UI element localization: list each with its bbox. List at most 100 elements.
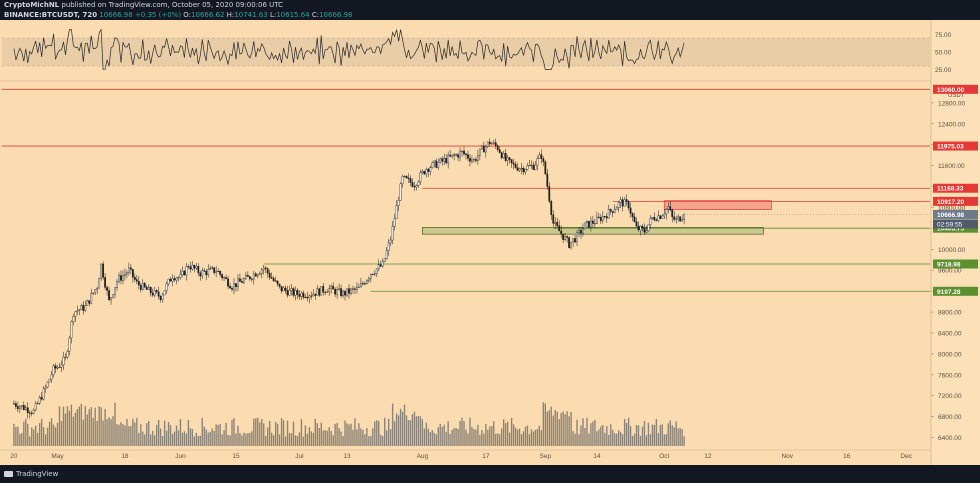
- candle-body: [302, 292, 305, 298]
- candle-body: [78, 309, 81, 311]
- volume-bar: [469, 417, 471, 446]
- candle-body: [112, 294, 114, 298]
- candle-body: [395, 205, 398, 220]
- volume-bar: [485, 423, 487, 446]
- volume-bar: [621, 434, 624, 446]
- volume-bar: [491, 425, 493, 446]
- volume-bar: [328, 427, 330, 446]
- volume-bar: [641, 426, 644, 446]
- candle-body: [568, 237, 571, 248]
- volume-bar: [481, 429, 483, 446]
- candle-body: [437, 162, 440, 168]
- volume-bar: [395, 413, 398, 446]
- volume-bar: [538, 425, 541, 446]
- volume-bar: [346, 423, 348, 446]
- volume-bar: [332, 435, 334, 446]
- candle-body: [205, 271, 208, 276]
- candle-body: [338, 288, 340, 290]
- candle-body: [320, 286, 323, 296]
- candle-body: [13, 403, 15, 405]
- volume-bar: [56, 422, 59, 446]
- candle-body: [181, 270, 184, 276]
- volume-bar: [459, 420, 461, 446]
- price-tick-label: 7600.00: [938, 372, 962, 379]
- volume-bar: [441, 426, 443, 446]
- candle-body: [66, 351, 69, 358]
- volume-bar: [616, 433, 618, 446]
- volume-bar: [479, 434, 481, 446]
- candle-body: [649, 218, 652, 225]
- candle-body: [185, 266, 188, 276]
- candle-body: [114, 287, 116, 295]
- volume-bar: [324, 429, 326, 446]
- candle-body: [58, 366, 61, 368]
- volume-bar: [86, 414, 88, 446]
- candle-body: [397, 200, 400, 206]
- candle-body: [478, 148, 481, 156]
- candle-body: [54, 365, 57, 369]
- candle-body: [627, 201, 630, 209]
- candle-series: [13, 138, 686, 419]
- volume-bar: [175, 425, 178, 446]
- candle-body: [486, 141, 489, 147]
- candle-body: [631, 213, 634, 218]
- volume-bar: [239, 432, 241, 446]
- volume-bar: [195, 432, 198, 446]
- volume-bar: [520, 434, 523, 446]
- volume-bar: [112, 416, 114, 446]
- candle-body: [118, 275, 120, 282]
- candle-body: [336, 289, 339, 295]
- candle-body: [389, 239, 392, 244]
- volume-bar: [467, 433, 469, 446]
- volume-bar: [598, 429, 600, 446]
- candle-body: [270, 277, 273, 279]
- candle-body: [96, 287, 99, 290]
- volume-bar: [493, 421, 495, 446]
- candle-body: [239, 278, 241, 282]
- volume-bar: [310, 431, 313, 446]
- volume-bar: [167, 421, 170, 446]
- candle-body: [498, 149, 501, 153]
- candle-body: [175, 277, 178, 281]
- volume-bar: [152, 430, 154, 446]
- volume-bar: [326, 430, 328, 446]
- volume-bar: [415, 416, 418, 446]
- volume-bar: [600, 426, 602, 446]
- tradingview-icon: [4, 471, 13, 477]
- candle-body: [246, 275, 249, 277]
- candle-body: [191, 264, 194, 270]
- candle-body: [149, 287, 152, 294]
- candle-body: [492, 142, 495, 144]
- volume-bar: [522, 431, 525, 446]
- volume-bar: [534, 429, 537, 446]
- volume-bar: [54, 427, 57, 446]
- candle-body: [435, 160, 438, 168]
- candle-body: [484, 146, 487, 153]
- volume-bar: [128, 426, 130, 446]
- volume-bar: [35, 425, 37, 446]
- volume-bar: [233, 418, 235, 446]
- volume-bar: [497, 433, 499, 446]
- volume-bar: [316, 423, 318, 446]
- level-label-badge: [933, 183, 978, 193]
- volume-bar: [471, 427, 473, 446]
- candle-body: [282, 287, 285, 292]
- candle-body: [471, 159, 473, 162]
- volume-bar: [157, 419, 160, 446]
- volume-bar: [76, 409, 79, 446]
- candle-body: [60, 364, 63, 368]
- candle-body: [294, 290, 297, 296]
- candle-body: [433, 160, 436, 163]
- volume-bar: [191, 429, 194, 446]
- candle-body: [528, 165, 531, 167]
- volume-bar: [465, 429, 467, 446]
- volume-bar: [120, 422, 122, 446]
- candle-body: [322, 286, 325, 293]
- candle-body: [419, 172, 422, 183]
- volume-bar: [300, 419, 303, 446]
- volume-bar: [314, 418, 316, 446]
- volume-bar: [362, 429, 364, 446]
- volume-bar: [223, 429, 225, 446]
- candle-body: [657, 215, 660, 221]
